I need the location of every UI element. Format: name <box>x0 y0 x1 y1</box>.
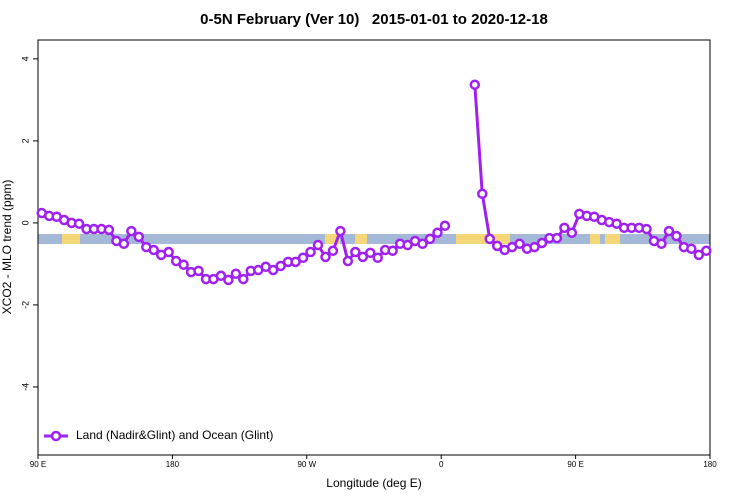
x-tick-label: 90 E <box>567 460 583 469</box>
data-point <box>432 227 443 238</box>
data-point <box>267 264 279 276</box>
data-point <box>103 224 115 236</box>
data-point <box>656 238 667 250</box>
data-point <box>701 245 712 257</box>
data-point <box>559 222 570 234</box>
data-point <box>663 225 675 237</box>
data-point <box>611 218 622 229</box>
data-point <box>163 246 174 258</box>
data-point <box>350 246 361 258</box>
y-tick-label: 2 <box>20 138 30 143</box>
chart-title: 0-5N February (Ver 10) 2015-01-01 to 202… <box>200 11 548 28</box>
data-point <box>484 233 495 245</box>
land-mask <box>38 234 710 244</box>
land-band <box>62 234 80 244</box>
y-tick-label: 4 <box>20 56 30 61</box>
data-point <box>238 273 249 285</box>
data-point <box>126 225 137 237</box>
data-point <box>118 238 130 250</box>
data-point <box>551 232 563 244</box>
x-tick-label: 90 W <box>297 460 316 469</box>
data-point <box>439 220 451 232</box>
data-point <box>178 259 189 270</box>
data-point <box>536 237 548 249</box>
data-point <box>402 239 413 251</box>
data-point <box>215 270 227 282</box>
data-point <box>424 233 436 245</box>
data-point <box>469 79 481 90</box>
data-point <box>327 245 339 257</box>
y-axis-label: XCO2 - MLO trend (ppm) <box>0 180 14 315</box>
y-tick-label: -4 <box>20 383 30 391</box>
x-tick-label: 180 <box>166 460 180 469</box>
x-tick-label: 0 <box>439 460 444 469</box>
data-point <box>305 246 316 258</box>
land-band <box>456 234 510 244</box>
data-point <box>320 251 331 263</box>
data-point <box>514 238 525 250</box>
data-point <box>566 227 578 238</box>
legend-label: Land (Nadir&Glint) and Ocean (Glint) <box>76 428 273 442</box>
land-band <box>605 234 620 244</box>
data-point <box>417 238 428 250</box>
y-tick-label: 0 <box>20 220 30 225</box>
land-band <box>590 234 600 244</box>
data-point <box>491 240 503 252</box>
data-point <box>342 255 354 267</box>
data-point <box>312 239 324 251</box>
data-point <box>133 231 145 243</box>
data-point <box>297 252 309 264</box>
land-band <box>355 234 367 244</box>
data-point <box>365 247 376 259</box>
data-point <box>230 268 242 279</box>
data-point <box>477 188 488 200</box>
x-tick-label: 90 E <box>30 460 46 469</box>
data-point <box>686 243 697 254</box>
data-point <box>671 230 682 242</box>
y-tick-label: -2 <box>20 301 30 309</box>
data-point <box>335 225 346 237</box>
data-point <box>290 256 301 268</box>
data-point <box>529 241 540 253</box>
data-point <box>387 245 398 257</box>
data-point <box>223 274 234 286</box>
data-point <box>372 252 383 264</box>
ocean-band <box>38 234 710 244</box>
x-tick-label: 180 <box>703 460 717 469</box>
data-point <box>693 249 705 261</box>
data-point <box>73 218 85 229</box>
data-point <box>641 223 652 235</box>
plot-frame <box>37 39 711 456</box>
data-point <box>193 265 204 277</box>
x-axis-label: Longitude (deg E) <box>326 476 421 490</box>
legend-marker <box>50 430 62 442</box>
data-point <box>148 244 159 256</box>
land-band <box>325 234 340 244</box>
data-point <box>357 251 369 263</box>
data-point <box>275 260 286 272</box>
